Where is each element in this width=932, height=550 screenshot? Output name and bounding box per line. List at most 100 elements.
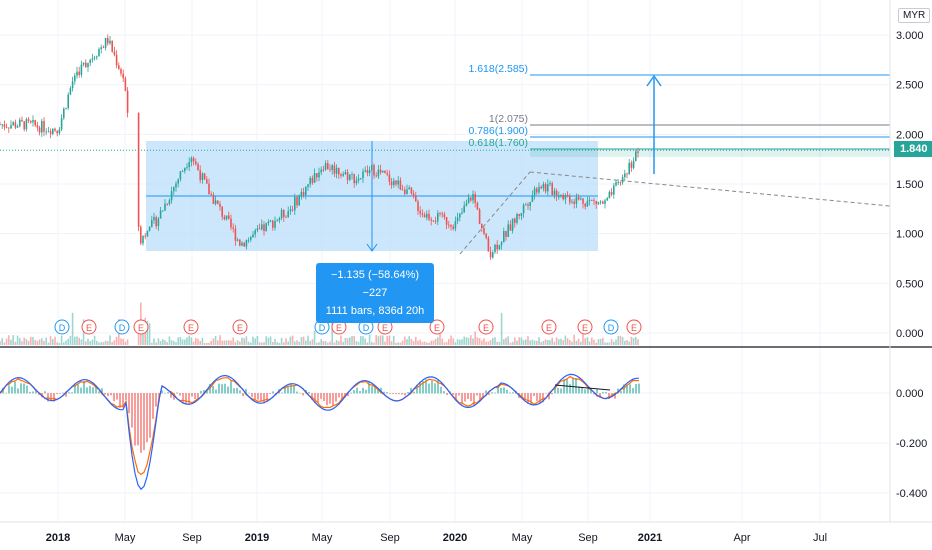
- candle-body: [5, 126, 8, 128]
- candle-body: [580, 198, 582, 200]
- candle-body: [610, 192, 613, 195]
- candle-body: [25, 119, 28, 130]
- histogram-bar: [140, 393, 142, 453]
- histogram-bar: [272, 391, 274, 394]
- volume-bar: [190, 337, 193, 345]
- volume-bar: [45, 337, 47, 345]
- volume-bar: [421, 341, 424, 345]
- volume-bar: [621, 336, 624, 345]
- volume-bar: [401, 340, 404, 345]
- fibonacci-extension[interactable]: 1.618(2.585) 1(2.075)0.786(1.900)0.618(1.…: [468, 63, 890, 174]
- event-marker-earnings[interactable]: [133, 319, 149, 335]
- volume-bar: [63, 342, 65, 345]
- candle-body: [93, 57, 96, 59]
- event-marker-earnings[interactable]: [478, 319, 494, 335]
- volume-bar: [505, 337, 507, 345]
- currency-label[interactable]: MYR: [898, 8, 931, 23]
- candle-body: [10, 125, 12, 129]
- event-marker-earnings[interactable]: [183, 319, 199, 335]
- candle-body: [184, 167, 186, 172]
- histogram-bar: [629, 384, 631, 394]
- candle-body: [626, 173, 628, 175]
- event-marker-label: E: [86, 323, 92, 333]
- candle-body: [155, 217, 157, 227]
- candle-body: [357, 178, 360, 181]
- histogram-bar: [581, 387, 583, 394]
- histogram-bar: [473, 393, 475, 407]
- candle-body: [19, 119, 21, 127]
- volume-bar: [333, 342, 336, 345]
- volume-bar: [252, 336, 254, 345]
- candle-body: [564, 195, 567, 200]
- volume-bar: [529, 340, 531, 345]
- candle-body: [371, 165, 373, 171]
- volume-bar: [313, 331, 316, 345]
- candle-body: [621, 177, 624, 183]
- event-marker-label: D: [59, 323, 66, 333]
- volume-bar: [124, 341, 127, 345]
- histogram-bar: [491, 392, 493, 394]
- event-marker-earnings[interactable]: [232, 319, 248, 335]
- event-marker-dividend[interactable]: [54, 319, 70, 335]
- volume-bar: [276, 342, 278, 345]
- volume-bar: [379, 335, 382, 345]
- volume-bar: [47, 342, 50, 345]
- candle-body: [478, 209, 481, 224]
- candle-body: [540, 186, 542, 189]
- volume-bar: [186, 337, 188, 345]
- event-marker-earnings[interactable]: [429, 319, 445, 335]
- volume-bar: [3, 342, 6, 345]
- volume-bar: [256, 336, 259, 345]
- histogram-bar: [311, 393, 313, 400]
- volume-bar: [324, 341, 327, 345]
- histogram-bar: [251, 393, 253, 397]
- histogram-bar: [17, 388, 19, 394]
- volume-bar: [432, 340, 435, 345]
- volume-bar: [624, 340, 626, 345]
- volume-bar: [41, 338, 43, 345]
- y-tick-label: 3.000: [896, 30, 924, 42]
- event-marker-earnings[interactable]: [541, 319, 557, 335]
- histogram-bar: [8, 385, 10, 394]
- histogram-bar: [350, 392, 352, 394]
- volume-bar: [346, 338, 349, 345]
- volume-bar: [610, 339, 613, 345]
- grid-lines: [0, 0, 890, 522]
- candle-body: [562, 194, 564, 200]
- volume-bar: [287, 341, 289, 345]
- event-marker-earnings[interactable]: [626, 319, 642, 335]
- volume-bar: [338, 341, 340, 345]
- candle-body: [412, 193, 415, 196]
- volume-bar: [489, 340, 492, 345]
- volume-bar: [49, 336, 52, 345]
- event-marker-earnings[interactable]: [577, 319, 593, 335]
- volume-bar: [96, 340, 98, 345]
- event-marker-earnings[interactable]: [81, 319, 97, 335]
- candle-body: [159, 210, 162, 219]
- volume-bar: [98, 342, 100, 345]
- histogram-bar: [32, 391, 34, 394]
- histogram-bar: [395, 393, 397, 395]
- candle-body: [41, 121, 43, 133]
- volume-bar: [58, 342, 61, 345]
- candle-body: [27, 119, 30, 121]
- candle-body: [426, 213, 428, 218]
- osc-tick-label: -0.400: [896, 488, 927, 500]
- event-marker-dividend[interactable]: [603, 319, 619, 335]
- candle-body: [377, 169, 380, 177]
- candle-body: [441, 213, 443, 215]
- candle-body: [100, 47, 102, 50]
- volume-bar: [201, 337, 204, 345]
- candle-body: [126, 90, 129, 113]
- candle-body: [153, 217, 155, 221]
- event-marker-dividend[interactable]: [114, 319, 130, 335]
- candle-body: [602, 201, 604, 204]
- volume-bar: [410, 338, 413, 345]
- candle-body: [342, 174, 344, 176]
- event-marker-label: D: [363, 323, 370, 333]
- candle-body: [558, 196, 560, 198]
- histogram-bar: [317, 393, 319, 403]
- candle-body: [551, 183, 553, 195]
